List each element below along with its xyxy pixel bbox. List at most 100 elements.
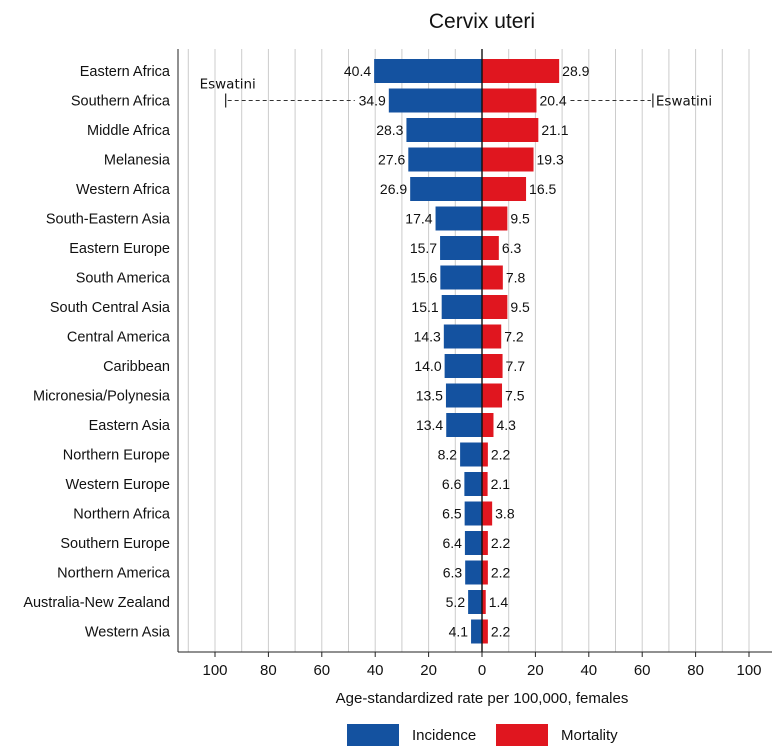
mortality-value-label: 2.2 bbox=[491, 447, 511, 463]
mortality-bar bbox=[482, 177, 527, 201]
incidence-bar bbox=[464, 501, 482, 526]
legend-incidence-swatch bbox=[347, 724, 399, 746]
legend-incidence-label: Incidence bbox=[412, 727, 476, 744]
incidence-bar bbox=[445, 383, 482, 408]
mortality-value-label: 4.3 bbox=[496, 417, 516, 433]
mortality-value-label: 28.9 bbox=[562, 63, 589, 79]
mortality-value-label: 16.5 bbox=[529, 181, 556, 197]
mortality-bar bbox=[482, 265, 503, 290]
x-tick-label: 20 bbox=[420, 662, 437, 679]
x-tick-label: 60 bbox=[313, 662, 330, 679]
mortality-bar bbox=[482, 295, 508, 319]
mortality-value-label: 2.1 bbox=[491, 476, 511, 492]
category-label: Southern Europe bbox=[60, 536, 170, 552]
mortality-value-label: 7.7 bbox=[506, 358, 526, 374]
incidence-bar bbox=[440, 236, 482, 260]
incidence-value-label: 40.4 bbox=[344, 63, 371, 79]
incidence-value-label: 6.6 bbox=[442, 476, 462, 492]
category-label: Northern Africa bbox=[73, 507, 171, 523]
incidence-value-label: 5.2 bbox=[446, 594, 466, 610]
incidence-bar bbox=[464, 472, 482, 496]
incidence-bar bbox=[441, 295, 482, 319]
incidence-value-label: 28.3 bbox=[376, 122, 403, 138]
incidence-value-label: 6.4 bbox=[442, 535, 462, 551]
category-label: Caribbean bbox=[103, 359, 170, 375]
legend-mortality-swatch bbox=[496, 724, 548, 746]
mortality-bar bbox=[482, 206, 508, 231]
mortality-bar bbox=[482, 118, 539, 142]
mortality-bar bbox=[482, 383, 503, 408]
mortality-value-label: 9.5 bbox=[510, 211, 530, 227]
category-label: Southern Africa bbox=[71, 94, 171, 110]
incidence-bar bbox=[374, 59, 482, 83]
incidence-bar bbox=[444, 354, 482, 378]
category-label: South-Eastern Asia bbox=[46, 212, 171, 228]
incidence-value-label: 14.0 bbox=[414, 358, 441, 374]
mortality-bar bbox=[482, 147, 534, 172]
category-labels: Eastern Africa Southern Africa Middle Afri… bbox=[23, 64, 171, 641]
mortality-bar bbox=[482, 354, 503, 378]
mortality-value-label: 2.2 bbox=[491, 624, 511, 640]
incidence-bar bbox=[464, 531, 482, 555]
category-label: Micronesia/Polynesia bbox=[33, 389, 171, 405]
x-tick-label: 40 bbox=[580, 662, 597, 679]
incidence-value-label: 34.9 bbox=[359, 93, 386, 109]
mortality-bar bbox=[482, 88, 537, 113]
incidence-value-label: 13.4 bbox=[416, 417, 443, 433]
mortality-value-label: 9.5 bbox=[510, 299, 530, 315]
category-label: Central America bbox=[67, 330, 171, 346]
mortality-bar bbox=[482, 531, 488, 555]
incidence-value-label: 15.1 bbox=[411, 299, 438, 315]
incidence-bar bbox=[435, 206, 482, 231]
mortality-bar bbox=[482, 236, 499, 260]
legend: Incidence Mortality bbox=[347, 724, 618, 746]
mortality-value-label: 20.4 bbox=[539, 93, 566, 109]
mortality-bar bbox=[482, 472, 488, 496]
mortality-value-label: 7.5 bbox=[505, 388, 525, 404]
mortality-bar bbox=[482, 442, 488, 467]
incidence-value-label: 13.5 bbox=[416, 388, 443, 404]
mortality-bar bbox=[482, 324, 502, 349]
mortality-value-label: 6.3 bbox=[502, 240, 522, 256]
x-tick-label: 80 bbox=[687, 662, 704, 679]
incidence-value-label: 6.5 bbox=[442, 506, 462, 522]
incidence-bar bbox=[443, 324, 482, 349]
category-label: Eastern Asia bbox=[89, 418, 171, 434]
incidence-bar bbox=[406, 118, 482, 142]
x-axis: 100 80 60 40 20 0 20 40 60 80 100 bbox=[202, 652, 762, 679]
incidence-value-label: 17.4 bbox=[405, 211, 432, 227]
mortality-value-label: 19.3 bbox=[537, 152, 564, 168]
mortality-value-label: 7.2 bbox=[504, 329, 524, 345]
mortality-bar bbox=[482, 59, 560, 83]
legend-mortality-label: Mortality bbox=[561, 727, 618, 744]
incidence-value-label: 15.7 bbox=[410, 240, 437, 256]
mortality-bar bbox=[482, 413, 494, 437]
category-label: Australia-New Zealand bbox=[23, 595, 170, 611]
x-tick-label: 40 bbox=[367, 662, 384, 679]
x-tick-label: 60 bbox=[634, 662, 651, 679]
x-tick-label: 0 bbox=[478, 662, 486, 679]
incidence-bar bbox=[410, 177, 482, 201]
mortality-bar bbox=[482, 560, 488, 585]
mortality-value-label: 3.8 bbox=[495, 506, 515, 522]
mortality-bar bbox=[482, 590, 486, 614]
mortality-value-label: 7.8 bbox=[506, 270, 526, 286]
mortality-bar bbox=[482, 619, 488, 644]
bars: 40.4 28.9 34.9 20.4 28.3 21.1 27.6 19.3 26.9 16.5… bbox=[344, 49, 590, 652]
annotations: Eswatini Eswatini bbox=[200, 77, 713, 110]
incidence-bar bbox=[446, 413, 482, 437]
incidence-value-label: 8.2 bbox=[438, 447, 458, 463]
x-axis-label: Age-standardized rate per 100,000, femal… bbox=[336, 690, 629, 707]
category-label: Middle Africa bbox=[87, 123, 171, 139]
eswatini-incidence-label: Eswatini bbox=[200, 77, 256, 93]
x-tick-label: 80 bbox=[260, 662, 277, 679]
mortality-value-label: 2.2 bbox=[491, 535, 511, 551]
eswatini-mortality-label: Eswatini bbox=[656, 94, 712, 110]
x-tick-label: 100 bbox=[736, 662, 761, 679]
category-label: Northern America bbox=[57, 566, 171, 582]
incidence-value-label: 14.3 bbox=[414, 329, 441, 345]
mortality-value-label: 1.4 bbox=[489, 594, 509, 610]
incidence-value-label: 4.1 bbox=[449, 624, 469, 640]
incidence-bar bbox=[465, 560, 482, 585]
